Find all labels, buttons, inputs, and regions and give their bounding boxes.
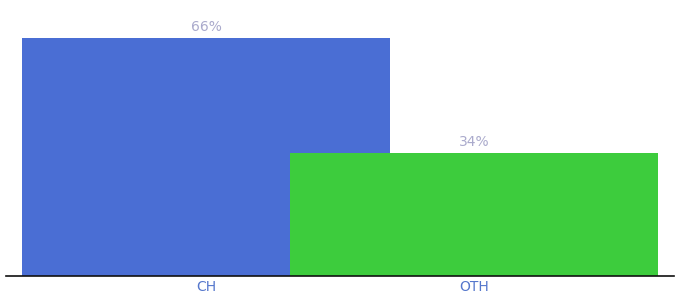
Bar [22,38,390,276]
Bar [290,153,658,276]
Text: 66%: 66% [191,20,222,34]
Text: 34%: 34% [458,135,489,149]
